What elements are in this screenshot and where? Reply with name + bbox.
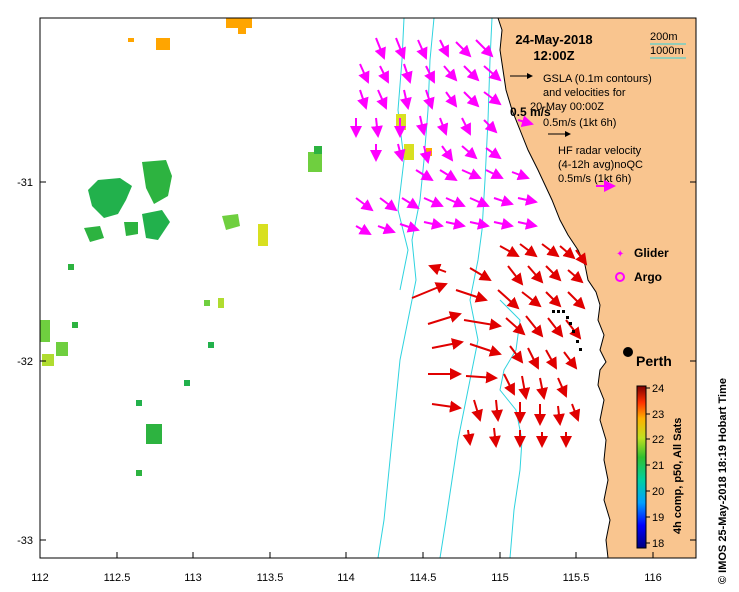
- land-mass: [497, 18, 696, 558]
- sst-patches: [40, 18, 432, 476]
- glider-legend: Glider: [634, 246, 669, 260]
- perth-label: Perth: [636, 353, 672, 369]
- gsla-legend-line3: 20-May 00:00Z: [530, 101, 604, 113]
- gsla-arrows: [350, 37, 538, 235]
- x-tick-115: 115: [491, 572, 509, 584]
- time-label: 12:00Z: [533, 48, 574, 63]
- x-tick-113: 113: [184, 572, 202, 584]
- hf-radar-arrows: [411, 243, 588, 448]
- colorbar-tick-21: 21: [652, 460, 664, 472]
- glider-marker-icon: ✦: [616, 249, 624, 260]
- colorbar-tick-19: 19: [652, 512, 664, 524]
- colorbar-tick-18: 18: [652, 538, 664, 550]
- x-tick-114-5: 114.5: [410, 572, 437, 584]
- argo-marker-icon: [615, 272, 625, 282]
- y-tick-minus-31: -31: [17, 177, 33, 189]
- argo-legend: Argo: [634, 270, 662, 284]
- colorbar-tick-20: 20: [652, 486, 664, 498]
- hf-legend-line1: HF radar velocity: [558, 145, 642, 157]
- y-tick-minus-32: -32: [17, 356, 33, 368]
- x-tick-112-5: 112.5: [104, 572, 131, 584]
- legend-200m: 200m: [650, 31, 678, 43]
- colorbar-tick-23: 23: [652, 409, 664, 421]
- y-axis: [40, 181, 696, 541]
- legend-1000m: 1000m: [650, 45, 684, 57]
- contour-200m: [439, 18, 493, 558]
- gsla-legend-line2: and velocities for: [543, 87, 626, 99]
- colorbar: [636, 385, 647, 549]
- gsla-scale-arrow: [517, 115, 534, 128]
- x-axis: [39, 552, 654, 558]
- date-label: 24-May-2018: [515, 32, 592, 47]
- hf-legend-line2: (4-12h avg)noQC: [558, 159, 643, 171]
- colorbar-ticks: [646, 387, 650, 544]
- credit-label: © IMOS 25-May-2018 18:19 Hobart Time: [717, 378, 729, 584]
- x-tick-116: 116: [644, 572, 662, 584]
- x-tick-113-5: 113.5: [257, 572, 284, 584]
- gsla-scale-label: 0.5m/s (1kt 6h): [543, 117, 616, 129]
- x-tick-115-5: 115.5: [563, 572, 590, 584]
- plot-frame: [39, 17, 697, 559]
- x-tick-114: 114: [337, 572, 355, 584]
- glider-track: [552, 310, 582, 351]
- colorbar-label: 4h comp, p50, All Sats: [672, 418, 684, 534]
- scale-arrow-label: 0.5 m/s: [510, 105, 551, 119]
- colorbar-tick-24: 24: [652, 383, 664, 395]
- contour-outer: [499, 299, 523, 558]
- hf-scale-label: 0.5m/s (1kt 6h): [558, 173, 631, 185]
- gsla-legend-line1: GSLA (0.1m contours): [543, 73, 652, 85]
- y-tick-minus-33: -33: [17, 535, 33, 547]
- x-tick-112: 112: [31, 572, 49, 584]
- colorbar-tick-22: 22: [652, 434, 664, 446]
- perth-marker-icon: [623, 347, 633, 357]
